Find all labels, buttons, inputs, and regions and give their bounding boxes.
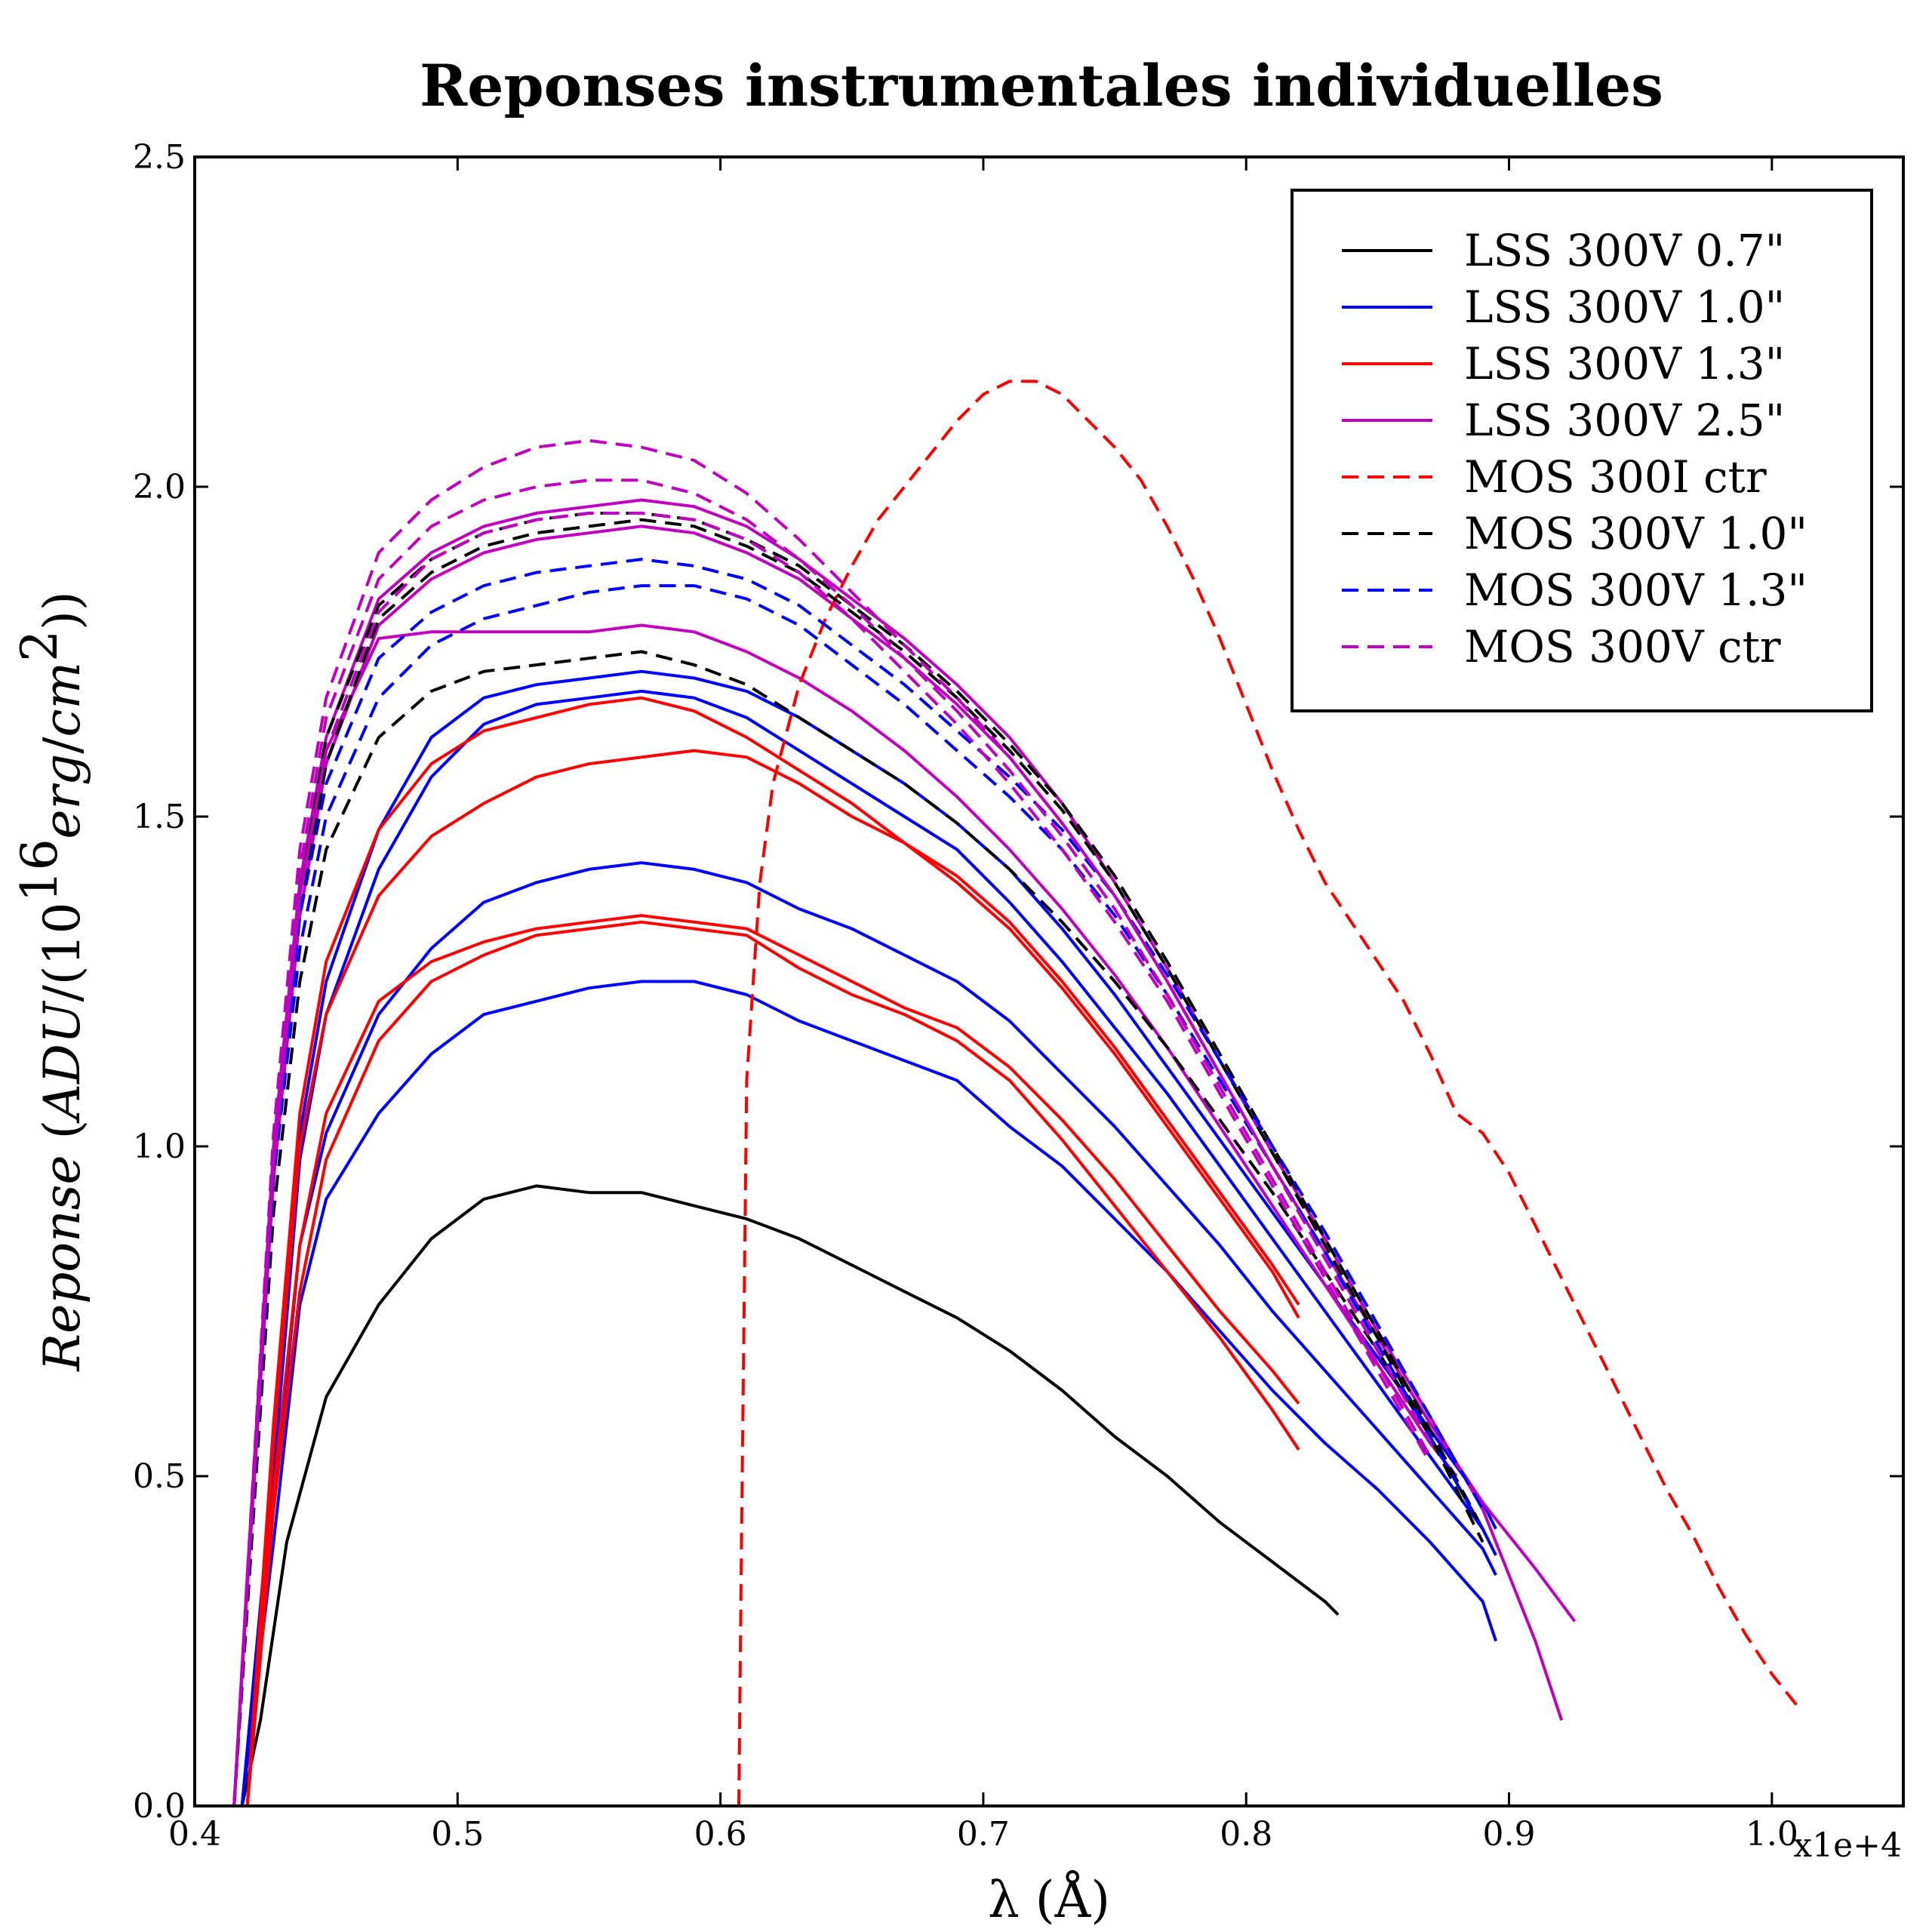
y-axis-label: Reponse (ADU/(1016erg/cm2))	[11, 591, 91, 1371]
plot-frame	[193, 155, 1905, 1807]
x-tick-label-2: 0.6	[694, 1815, 747, 1854]
x-tick-label-1: 0.5	[431, 1815, 484, 1854]
legend: LSS 300V 0.7"LSS 300V 1.0"LSS 300V 1.3" L…	[1291, 189, 1873, 712]
x-tick-label-6: 1.0	[1746, 1815, 1798, 1854]
x-offset-label: x1e+4	[1793, 1826, 1902, 1865]
x-tick-label-4: 0.8	[1220, 1815, 1272, 1854]
series-5-curve-2	[232, 650, 1484, 1807]
series-0-curve-0	[240, 1184, 1340, 1807]
x-axis-label: λ (Å)	[988, 1871, 1110, 1929]
series-7-curve-2	[232, 512, 1432, 1807]
y-tick-label-4: 2.0	[133, 468, 186, 506]
series-1-curve-2	[240, 689, 1497, 1807]
x-tick-label-5: 0.9	[1483, 1815, 1536, 1854]
x-tick-label-3: 0.7	[957, 1815, 1010, 1854]
series-2-curve-2	[245, 749, 1300, 1807]
series-7-curve-1	[232, 478, 1432, 1807]
x-tick-label-0: 0.4	[168, 1815, 221, 1854]
series-4-curve-0	[737, 380, 1800, 1807]
legend-label-6: MOS 300V 1.3"	[1464, 565, 1807, 616]
series-6-curve-1	[232, 558, 1484, 1807]
legend-label-0: LSS 300V 0.7"	[1464, 225, 1785, 276]
y-tick-label-1: 0.5	[133, 1457, 186, 1496]
legend-label-5: MOS 300V 1.0"	[1464, 508, 1807, 559]
legend-box	[1291, 189, 1873, 712]
y-tick-label-2: 1.0	[133, 1128, 186, 1166]
legend-label-3: LSS 300V 2.5"	[1464, 395, 1785, 446]
legend-label-2: LSS 300V 1.3"	[1464, 338, 1785, 389]
series-7-curve-0	[232, 438, 1432, 1807]
series-3-curve-2	[232, 623, 1458, 1807]
series-6-curve-0	[232, 584, 1484, 1807]
series-2-curve-1	[245, 914, 1300, 1807]
series-2-curve-0	[245, 920, 1300, 1807]
legend-label-7: MOS 300V ctr	[1464, 621, 1781, 672]
y-tick-label-0: 0.0	[133, 1787, 186, 1826]
chart-title: Reponses instrumentales individuelles	[420, 52, 1663, 119]
series-2-curve-3	[245, 696, 1300, 1807]
legend-label-4: MOS 300I ctr	[1464, 451, 1767, 503]
y-tick-label-5: 2.5	[133, 138, 186, 177]
ticks-layer: 0.4 0.5 0.6 0.7 0.8 0.9 1.0 0.0 0.5 1.0 1.5 2.0 2.5	[133, 138, 1903, 1854]
series-1-curve-0	[240, 980, 1497, 1807]
series-1-curve-1	[240, 861, 1497, 1807]
series-layer	[232, 380, 1800, 1807]
legend-label-1: LSS 300V 1.0"	[1464, 281, 1785, 333]
y-tick-label-3: 1.5	[133, 798, 186, 836]
